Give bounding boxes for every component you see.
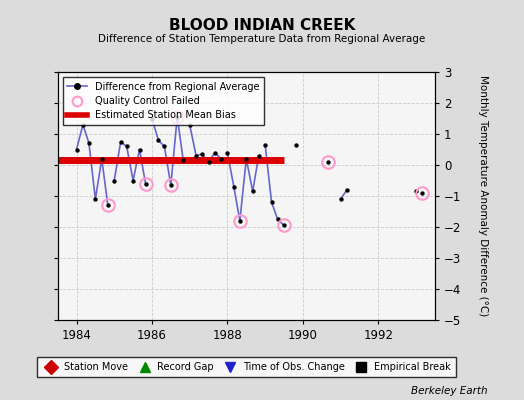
Point <box>160 143 169 150</box>
Point <box>418 190 427 196</box>
Point <box>274 216 282 222</box>
Point <box>217 156 225 162</box>
Text: BLOOD INDIAN CREEK: BLOOD INDIAN CREEK <box>169 18 355 33</box>
Point <box>85 140 93 146</box>
Text: Berkeley Earth: Berkeley Earth <box>411 386 487 396</box>
Point <box>135 146 144 153</box>
Point <box>110 177 118 184</box>
Point <box>154 137 162 143</box>
Point <box>141 180 150 187</box>
Point <box>255 152 263 159</box>
Point <box>236 218 244 224</box>
Point <box>79 122 87 128</box>
Point <box>72 146 81 153</box>
Point <box>343 186 351 193</box>
Text: Difference of Station Temperature Data from Regional Average: Difference of Station Temperature Data f… <box>99 34 425 44</box>
Point <box>198 151 206 157</box>
Point <box>173 114 181 120</box>
Point <box>223 149 232 156</box>
Point <box>185 122 194 128</box>
Point <box>148 115 156 122</box>
Point <box>280 222 288 229</box>
Point <box>91 196 100 202</box>
Point <box>104 202 112 208</box>
Point <box>248 188 257 194</box>
Point <box>211 149 219 156</box>
Point <box>230 184 238 190</box>
Point <box>97 156 106 162</box>
Point <box>204 159 213 165</box>
Point <box>412 188 420 194</box>
Point <box>123 143 131 150</box>
Legend: Station Move, Record Gap, Time of Obs. Change, Empirical Break: Station Move, Record Gap, Time of Obs. C… <box>37 358 456 377</box>
Point <box>242 156 250 162</box>
Point <box>292 142 301 148</box>
Point <box>167 182 175 188</box>
Point <box>261 142 269 148</box>
Point <box>179 157 188 164</box>
Y-axis label: Monthly Temperature Anomaly Difference (°C): Monthly Temperature Anomaly Difference (… <box>478 75 488 317</box>
Point <box>324 159 332 165</box>
Point <box>129 177 137 184</box>
Point <box>267 199 276 206</box>
Point <box>336 196 345 202</box>
Legend: Difference from Regional Average, Quality Control Failed, Estimated Station Mean: Difference from Regional Average, Qualit… <box>62 77 264 125</box>
Point <box>192 152 200 159</box>
Point <box>116 138 125 145</box>
